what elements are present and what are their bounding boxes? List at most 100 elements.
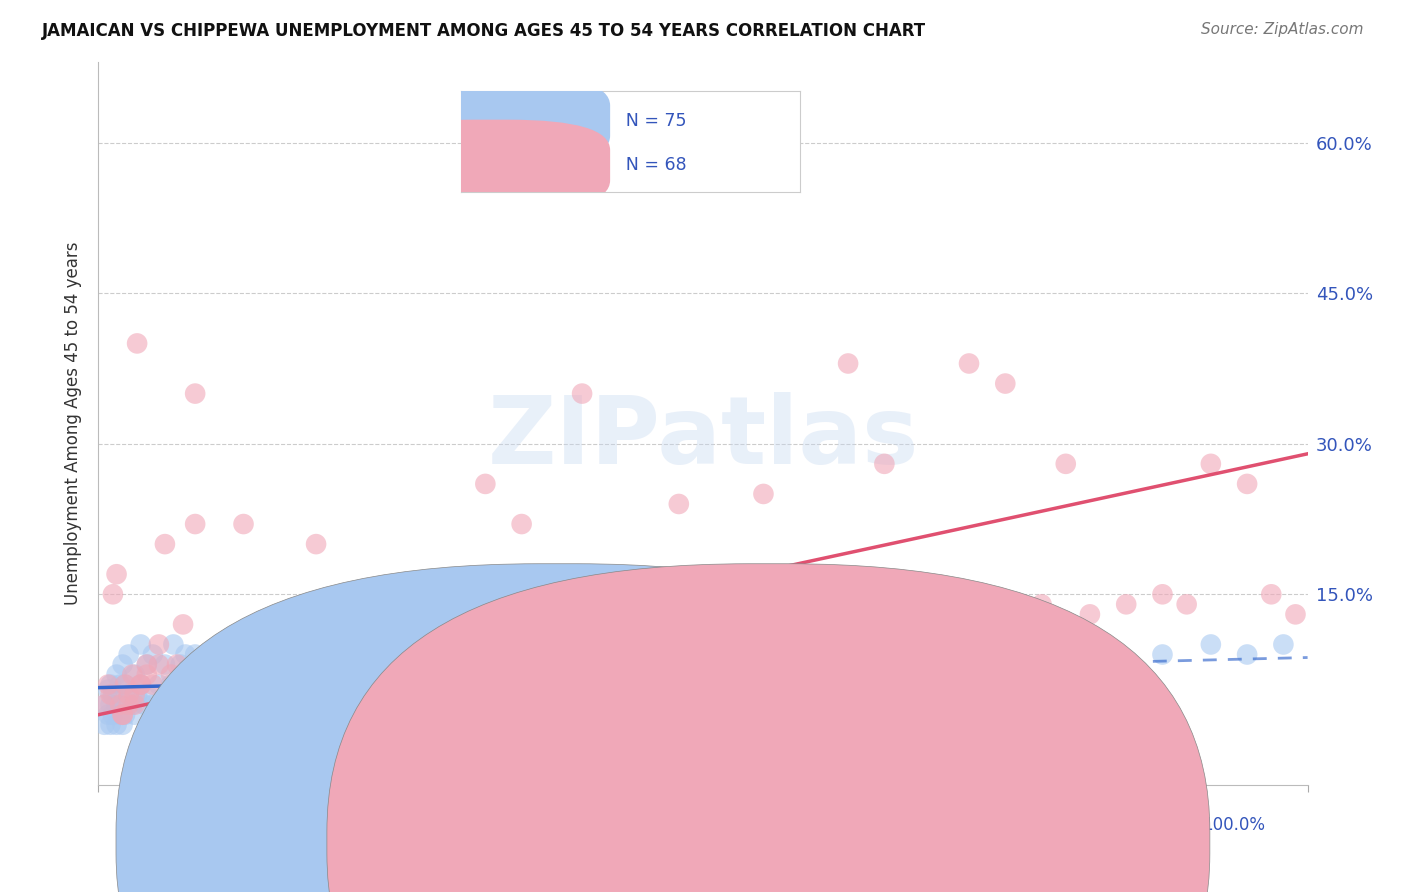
Point [1054, 648, 1077, 662]
Text: ZIPatlas: ZIPatlas [488, 392, 918, 484]
Point [510, 657, 533, 672]
Point [813, 598, 835, 612]
Point [114, 678, 136, 692]
Point [105, 567, 128, 582]
Point [118, 648, 141, 662]
Point [93, 698, 115, 712]
Point [129, 678, 152, 692]
Point [232, 517, 254, 532]
Point [135, 667, 157, 681]
Text: Jamaicans: Jamaicans [588, 833, 672, 851]
Point [179, 667, 201, 681]
Point [1115, 598, 1137, 612]
Point [97, 682, 120, 697]
Point [169, 657, 191, 672]
Point [108, 698, 131, 712]
Point [148, 678, 170, 692]
Point [174, 648, 197, 662]
Point [474, 648, 496, 662]
Point [135, 688, 157, 702]
Point [129, 678, 152, 692]
Point [127, 336, 149, 351]
Point [547, 637, 569, 651]
Point [1284, 607, 1306, 622]
Point [118, 698, 141, 712]
Point [202, 678, 225, 692]
Point [93, 717, 115, 731]
Point [121, 698, 143, 712]
Point [752, 667, 775, 681]
Point [595, 648, 617, 662]
Point [353, 648, 375, 662]
Point [389, 617, 412, 632]
Point [221, 688, 243, 702]
Point [100, 688, 122, 702]
Point [716, 607, 738, 622]
Point [93, 698, 115, 712]
Point [1199, 457, 1222, 471]
Point [105, 698, 128, 712]
Point [114, 678, 136, 692]
Point [232, 657, 254, 672]
Point [129, 637, 152, 651]
Point [124, 698, 146, 712]
Point [195, 678, 218, 692]
Text: 0.0%: 0.0% [176, 816, 218, 834]
Point [910, 587, 932, 601]
Point [256, 678, 278, 692]
Point [1031, 598, 1053, 612]
Point [153, 657, 176, 672]
Point [111, 707, 134, 722]
Text: Source: ZipAtlas.com: Source: ZipAtlas.com [1201, 22, 1364, 37]
Point [105, 667, 128, 681]
Point [135, 657, 157, 672]
Point [1152, 648, 1174, 662]
Point [1260, 587, 1282, 601]
Point [305, 657, 328, 672]
Point [426, 627, 449, 641]
Point [111, 698, 134, 712]
Point [184, 648, 207, 662]
Point [1175, 598, 1198, 612]
Point [245, 648, 267, 662]
Point [134, 698, 156, 712]
Point [1152, 587, 1174, 601]
Point [595, 617, 617, 632]
Point [97, 678, 120, 692]
Point [813, 648, 835, 662]
Point [124, 667, 146, 681]
Point [148, 657, 170, 672]
Point [668, 657, 690, 672]
Point [329, 698, 352, 712]
Point [100, 698, 122, 712]
Point [105, 717, 128, 731]
Y-axis label: Unemployment Among Ages 45 to 54 years: Unemployment Among Ages 45 to 54 years [65, 242, 83, 606]
Point [873, 657, 896, 672]
Point [100, 678, 122, 692]
Point [160, 667, 183, 681]
Point [124, 707, 146, 722]
Point [97, 707, 120, 722]
Point [1236, 648, 1258, 662]
Point [181, 688, 204, 702]
Point [179, 678, 201, 692]
Point [121, 667, 143, 681]
Point [153, 537, 176, 551]
Point [474, 476, 496, 491]
Point [184, 386, 207, 401]
Text: 100.0%: 100.0% [1202, 816, 1265, 834]
Point [166, 688, 188, 702]
Point [202, 657, 225, 672]
Point [172, 678, 194, 692]
Point [111, 717, 134, 731]
Point [118, 688, 141, 702]
Point [245, 667, 267, 681]
Point [994, 657, 1017, 672]
Point [100, 717, 122, 731]
Point [148, 637, 170, 651]
Point [114, 707, 136, 722]
Point [118, 688, 141, 702]
Point [269, 657, 291, 672]
Point [172, 617, 194, 632]
Point [127, 688, 149, 702]
